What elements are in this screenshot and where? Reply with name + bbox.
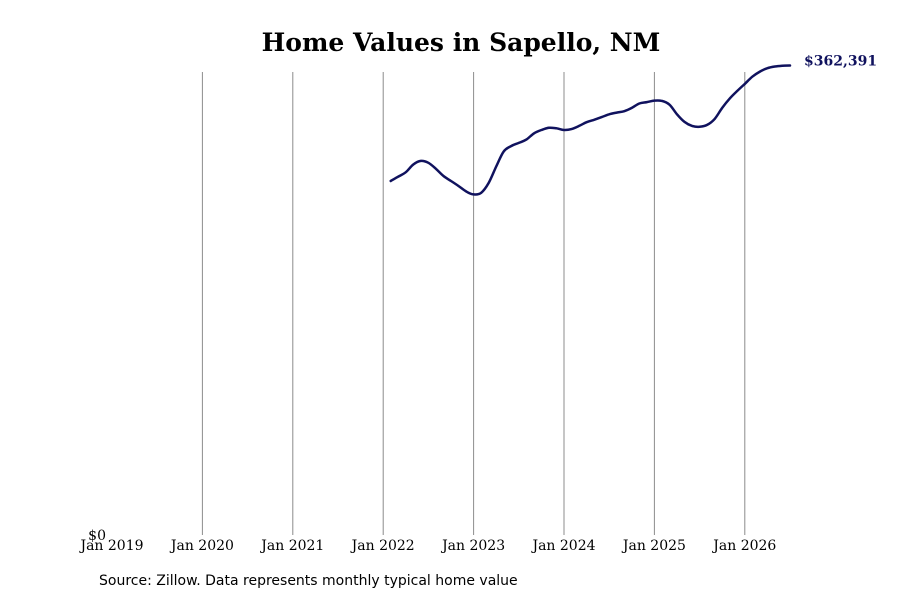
series-line: [389, 64, 792, 196]
chart-title: Home Values in Sapello, NM: [262, 28, 661, 57]
x-tick-label: Jan 2020: [169, 538, 234, 554]
x-tick-label: Jan 2025: [621, 538, 686, 554]
x-tick-label: Jan 2019: [78, 538, 143, 554]
source-note: Source: Zillow. Data represents monthly …: [99, 573, 518, 589]
gridlines: [201, 72, 746, 535]
y-axis-labels: $0: [88, 528, 106, 544]
x-axis-labels: Jan 2019 Jan 2020 Jan 2021 Jan 2022 Jan 2023…: [78, 538, 776, 554]
y-tick-label: $0: [88, 528, 106, 544]
x-tick-label: Jan 2026: [711, 538, 776, 554]
x-tick-label: Jan 2023: [440, 538, 505, 554]
x-tick-label: Jan 2021: [259, 538, 324, 554]
end-value-label: $362,391: [804, 53, 877, 69]
x-tick-label: Jan 2024: [530, 538, 595, 554]
x-tick-label: Jan 2022: [350, 538, 415, 554]
